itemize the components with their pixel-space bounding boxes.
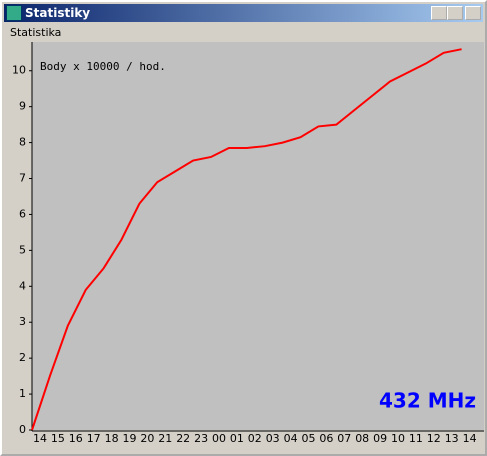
y-tick-label: 10 <box>12 64 26 77</box>
y-tick-label: 2 <box>19 351 26 364</box>
annotation: Body x 10000 / hod. <box>40 60 166 73</box>
x-tick-label: 14 <box>33 432 47 445</box>
x-tick-label: 00 <box>212 432 226 445</box>
x-tick-label: 16 <box>69 432 83 445</box>
x-tick-label: 04 <box>284 432 298 445</box>
maximize-button[interactable] <box>447 6 463 20</box>
x-tick-label: 20 <box>140 432 154 445</box>
x-tick-label: 01 <box>230 432 244 445</box>
x-tick-label: 23 <box>194 432 208 445</box>
y-tick-label: 8 <box>19 136 26 149</box>
plot-area <box>32 42 484 430</box>
y-tick-label: 4 <box>19 279 26 292</box>
x-tick-label: 10 <box>391 432 405 445</box>
y-tick-label: 1 <box>19 387 26 400</box>
minimize-button[interactable] <box>431 6 447 20</box>
x-tick-label: 05 <box>302 432 316 445</box>
y-tick-label: 7 <box>19 172 26 185</box>
x-tick-label: 03 <box>266 432 280 445</box>
close-button[interactable] <box>465 6 481 20</box>
x-tick-label: 14 <box>463 432 477 445</box>
x-tick-label: 11 <box>409 432 423 445</box>
y-tick-label: 5 <box>19 243 26 256</box>
x-tick-label: 12 <box>427 432 441 445</box>
y-tick-label: 9 <box>19 100 26 113</box>
window-title: Statistiky <box>25 6 91 20</box>
x-tick-label: 02 <box>248 432 262 445</box>
x-tick-label: 18 <box>105 432 119 445</box>
y-tick-label: 6 <box>19 207 26 220</box>
y-tick-label: 3 <box>19 315 26 328</box>
app-icon <box>6 5 22 21</box>
data-line <box>31 48 462 431</box>
x-tick-label: 08 <box>355 432 369 445</box>
annotation: 432 MHz <box>379 389 476 413</box>
menu-item[interactable]: Statistika <box>10 26 62 39</box>
title-bar: Statistiky <box>4 4 483 22</box>
x-tick-label: 15 <box>51 432 65 445</box>
x-tick-label: 09 <box>373 432 387 445</box>
x-tick-label: 22 <box>176 432 190 445</box>
x-tick-label: 21 <box>158 432 172 445</box>
x-tick-label: 19 <box>123 432 137 445</box>
x-tick-label: 17 <box>87 432 101 445</box>
x-tick-label: 06 <box>319 432 333 445</box>
x-tick-label: 07 <box>337 432 351 445</box>
y-tick-label: 0 <box>19 423 26 436</box>
x-tick-label: 13 <box>445 432 459 445</box>
